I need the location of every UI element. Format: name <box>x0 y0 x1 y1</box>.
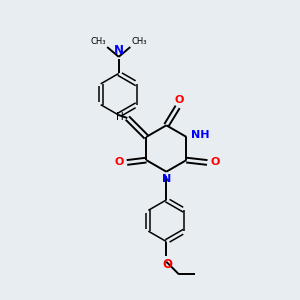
Text: O: O <box>174 94 184 104</box>
Text: NH: NH <box>190 130 209 140</box>
Text: O: O <box>162 258 172 271</box>
Text: N: N <box>114 44 124 57</box>
Text: N: N <box>162 174 171 184</box>
Text: O: O <box>115 158 124 167</box>
Text: H: H <box>116 112 124 122</box>
Text: CH₃: CH₃ <box>132 37 147 46</box>
Text: O: O <box>210 158 220 167</box>
Text: CH₃: CH₃ <box>90 37 106 46</box>
